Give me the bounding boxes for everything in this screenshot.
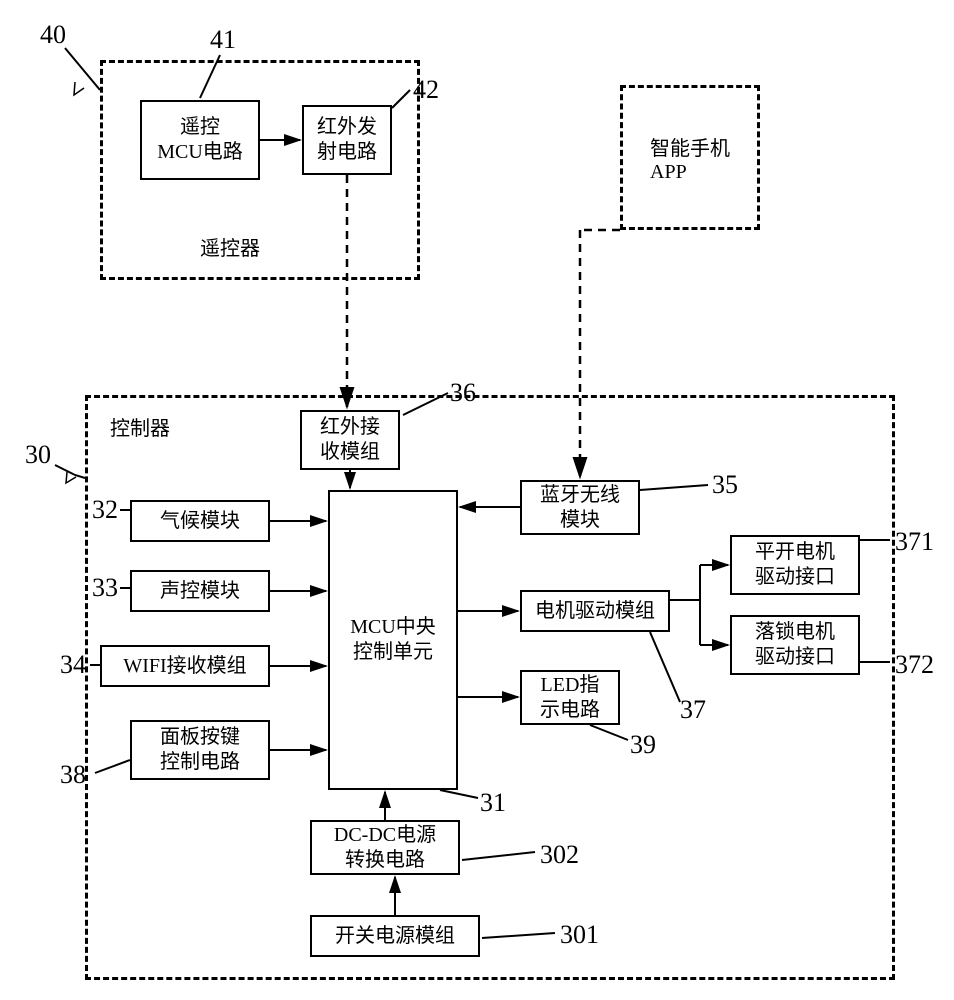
- remote-mcu-text: 遥控 MCU电路: [157, 115, 243, 165]
- mcu-central-text: MCU中央 控制单元: [350, 615, 436, 665]
- ref-33: 33: [92, 573, 118, 603]
- ref-41: 41: [210, 25, 236, 55]
- diagram-canvas: 遥控器 遥控 MCU电路 红外发 射电路 智能手机 APP 控制器 红外接 收模…: [0, 0, 954, 1000]
- led-block: LED指 示电路: [520, 670, 620, 725]
- ir-tx-text: 红外发 射电路: [317, 115, 377, 165]
- ref-39: 39: [630, 730, 656, 760]
- ir-rx-block: 红外接 收模组: [300, 410, 400, 470]
- ref-371: 371: [895, 527, 934, 557]
- motor-drv-block: 电机驱动模组: [520, 590, 670, 632]
- panel-block: 面板按键 控制电路: [130, 720, 270, 780]
- motor-drv-text: 电机驱动模组: [535, 599, 655, 624]
- ref-34: 34: [60, 650, 86, 680]
- ref-31: 31: [480, 788, 506, 818]
- panel-text: 面板按键 控制电路: [160, 725, 240, 775]
- wifi-text: WIFI接收模组: [123, 654, 246, 679]
- ref-38: 38: [60, 760, 86, 790]
- voice-block: 声控模块: [130, 570, 270, 612]
- ref-36: 36: [450, 378, 476, 408]
- voice-text: 声控模块: [160, 579, 240, 604]
- motor-open-block: 平开电机 驱动接口: [730, 535, 860, 595]
- led-text: LED指 示电路: [540, 673, 600, 723]
- controller-title: 控制器: [110, 412, 170, 441]
- climate-text: 气候模块: [160, 509, 240, 534]
- phone-group: 智能手机 APP: [620, 85, 760, 230]
- wifi-block: WIFI接收模组: [100, 645, 270, 687]
- ref-301: 301: [560, 920, 599, 950]
- mcu-central-block: MCU中央 控制单元: [328, 490, 458, 790]
- controller-group: [85, 395, 895, 980]
- motor-lock-text: 落锁电机 驱动接口: [755, 620, 835, 670]
- ref-40: 40: [40, 20, 66, 50]
- remote-mcu-block: 遥控 MCU电路: [140, 100, 260, 180]
- motor-lock-block: 落锁电机 驱动接口: [730, 615, 860, 675]
- psu-block: 开关电源模组: [310, 915, 480, 957]
- ref-42: 42: [413, 75, 439, 105]
- climate-block: 气候模块: [130, 500, 270, 542]
- dcdc-text: DC-DC电源 转换电路: [334, 823, 436, 873]
- ref-30: 30: [25, 440, 51, 470]
- bt-block: 蓝牙无线 模块: [520, 480, 640, 535]
- bt-text: 蓝牙无线 模块: [540, 483, 620, 533]
- psu-text: 开关电源模组: [335, 924, 455, 949]
- ir-rx-text: 红外接 收模组: [320, 415, 380, 465]
- phone-label: 智能手机 APP: [650, 132, 730, 184]
- ref-32: 32: [92, 495, 118, 525]
- ir-tx-block: 红外发 射电路: [302, 105, 392, 175]
- ref-302: 302: [540, 840, 579, 870]
- ref-37: 37: [680, 695, 706, 725]
- ref-372: 372: [895, 650, 934, 680]
- remote-title: 遥控器: [200, 232, 260, 261]
- motor-open-text: 平开电机 驱动接口: [755, 540, 835, 590]
- ref-35: 35: [712, 470, 738, 500]
- dcdc-block: DC-DC电源 转换电路: [310, 820, 460, 875]
